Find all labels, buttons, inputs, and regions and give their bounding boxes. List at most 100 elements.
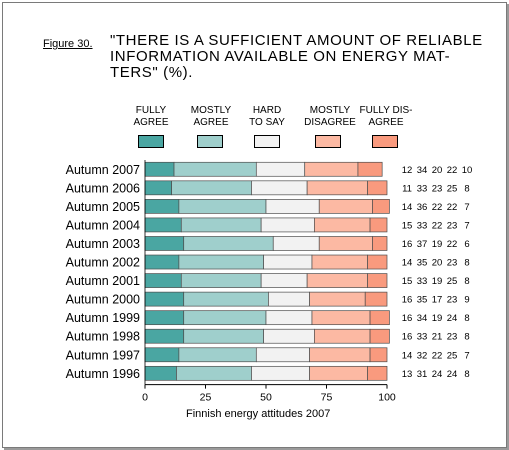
bar-segment xyxy=(173,161,257,177)
bar-segment xyxy=(183,236,274,251)
data-label: 16 xyxy=(402,239,413,250)
data-label: 8 xyxy=(464,332,469,343)
bar-segment xyxy=(263,254,313,270)
data-label: 31 xyxy=(417,369,428,380)
data-label: 33 xyxy=(417,276,428,287)
title-line: TERS" (%). xyxy=(110,64,193,81)
bar-segment xyxy=(144,199,180,214)
bar-segment xyxy=(144,161,175,177)
legend-item-fully-agree: FULLY AGREE xyxy=(121,105,181,129)
chart-title: "THERE IS A SUFFICIENT AMOUNT OF RELIABL… xyxy=(110,32,483,81)
bar-segment xyxy=(369,347,388,363)
data-label: 16 xyxy=(402,332,413,343)
category-label: Autumn 2005 xyxy=(66,200,140,214)
data-label: 8 xyxy=(464,258,469,269)
title-line: "THERE IS A SUFFICIENT AMOUNT OF RELIABL… xyxy=(110,32,483,49)
data-label: 23 xyxy=(447,258,458,269)
bar-segment xyxy=(367,180,388,196)
category-label: Autumn 1996 xyxy=(66,367,140,381)
legend-label-line: FULLY DIS- xyxy=(359,105,413,116)
chart-caption: Finnish energy attitudes 2007 xyxy=(186,408,331,420)
bar-segment xyxy=(144,365,177,381)
data-label: 17 xyxy=(432,295,443,306)
bar-segment xyxy=(260,273,308,288)
data-label: 22 xyxy=(432,350,443,361)
data-label: 7 xyxy=(464,220,469,231)
bar-segment xyxy=(251,365,310,381)
bar-segment xyxy=(367,273,388,288)
data-label: 19 xyxy=(432,313,443,324)
data-label: 24 xyxy=(432,369,443,380)
data-label: 36 xyxy=(417,202,428,213)
legend-swatch-mostly-agree xyxy=(197,135,223,148)
data-label: 33 xyxy=(417,220,428,231)
bar-segment xyxy=(176,365,252,381)
data-label: 23 xyxy=(432,183,443,194)
bar-segment xyxy=(369,310,390,326)
data-label: 22 xyxy=(432,202,443,213)
bar-segment xyxy=(144,291,185,307)
legend-item-hard-to-say: HARD TO SAY xyxy=(237,105,297,129)
bar-segment xyxy=(311,310,371,326)
data-label: 25 xyxy=(447,183,458,194)
data-label: 34 xyxy=(417,165,428,176)
legend-swatch-hard-to-say xyxy=(254,135,280,148)
legend-label-line: DISAGREE xyxy=(304,117,356,128)
category-label: Autumn 1998 xyxy=(66,330,140,344)
data-label: 24 xyxy=(447,369,458,380)
data-label: 8 xyxy=(464,183,469,194)
legend-item-mostly-disagree: MOSTLY DISAGREE xyxy=(300,105,360,129)
bar-segment xyxy=(144,328,185,344)
category-label: Autumn 2000 xyxy=(66,293,140,307)
data-label: 33 xyxy=(417,183,428,194)
bar-segment xyxy=(180,273,262,288)
legend-swatch-fully-agree xyxy=(138,135,164,148)
bar-segment xyxy=(178,199,267,214)
data-label: 25 xyxy=(447,276,458,287)
data-label: 22 xyxy=(447,165,458,176)
bar-segment xyxy=(311,254,368,270)
bar-segment xyxy=(369,328,390,344)
legend-item-mostly-agree: MOSTLY AGREE xyxy=(181,105,241,129)
data-label: 20 xyxy=(432,258,443,269)
category-label: Autumn 1997 xyxy=(66,348,140,362)
data-label: 37 xyxy=(417,239,428,250)
bar-segment xyxy=(265,310,313,326)
data-label: 7 xyxy=(464,350,469,361)
data-label: 34 xyxy=(417,313,428,324)
bar-segment xyxy=(178,347,257,363)
title-line: INFORMATION AVAILABLE ON ENERGY MAT- xyxy=(110,48,451,65)
bar-segment xyxy=(304,161,359,177)
x-tick-label: 50 xyxy=(260,392,272,404)
data-label: 8 xyxy=(464,313,469,324)
data-label: 35 xyxy=(417,258,428,269)
data-label: 23 xyxy=(447,220,458,231)
bar-segment xyxy=(357,161,383,177)
bar-segment xyxy=(364,291,388,307)
data-label: 24 xyxy=(447,313,458,324)
data-label: 14 xyxy=(402,202,413,213)
data-label: 20 xyxy=(432,165,443,176)
x-tick-label: 75 xyxy=(321,392,333,404)
bar-segment xyxy=(263,328,315,344)
data-label: 25 xyxy=(447,350,458,361)
data-label: 32 xyxy=(417,350,428,361)
bar-segment xyxy=(306,273,368,288)
data-label: 22 xyxy=(432,220,443,231)
bar-segment xyxy=(183,291,269,307)
data-label: 16 xyxy=(402,295,413,306)
legend-label-line: AGREE xyxy=(133,117,169,128)
data-label: 15 xyxy=(402,276,413,287)
category-label: Autumn 1999 xyxy=(66,311,140,325)
bar-segment xyxy=(372,236,388,251)
data-label: 8 xyxy=(464,369,469,380)
bar-segment xyxy=(306,180,368,196)
x-tick-label: 100 xyxy=(378,392,396,404)
legend-label-line: HARD xyxy=(252,105,282,116)
data-label: 12 xyxy=(402,165,413,176)
bar-segment xyxy=(309,291,366,307)
bar-segment xyxy=(314,217,371,233)
legend-swatch-fully-disagree xyxy=(372,135,398,148)
bar-segment xyxy=(144,254,180,270)
legend-swatch-mostly-disagree xyxy=(315,135,341,148)
